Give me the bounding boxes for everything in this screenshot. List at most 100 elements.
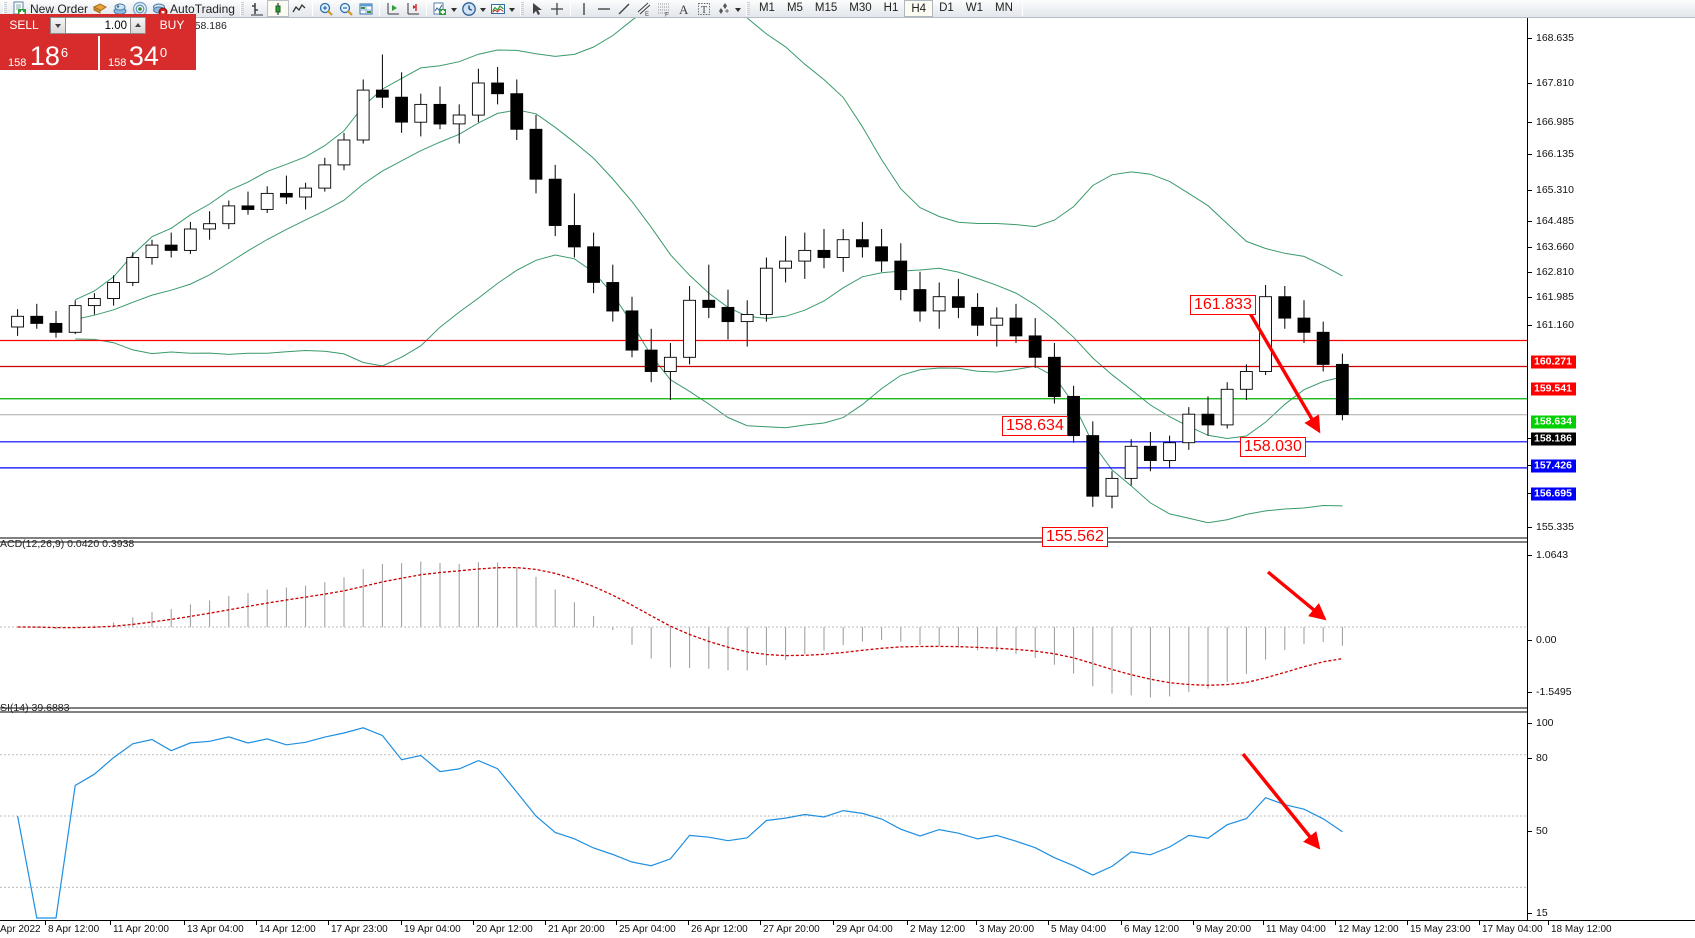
time-tick xyxy=(1048,921,1049,925)
price-tick-label: 162.810 xyxy=(1536,266,1574,278)
price-level-chip-157-426[interactable]: 157.426 xyxy=(1531,459,1576,473)
line-chart-button[interactable] xyxy=(289,0,309,17)
data-window-icon xyxy=(92,1,108,17)
buy-price-big: 34 xyxy=(128,41,159,71)
vertical-line-button[interactable] xyxy=(574,0,594,17)
label-155-562[interactable]: 155.562 xyxy=(1042,527,1108,547)
sell-price-display[interactable]: 158 18 6 xyxy=(0,36,98,70)
terminal-button[interactable] xyxy=(110,0,130,17)
indicators-button[interactable] xyxy=(430,0,450,17)
label-158-634[interactable]: 158.634 xyxy=(1002,416,1068,436)
svg-text:T: T xyxy=(701,5,707,16)
drawing-objects-dropdown-arrow[interactable] xyxy=(734,1,743,17)
trendline-button[interactable] xyxy=(614,0,634,17)
price-level-chip-158-186[interactable]: 158.186 xyxy=(1531,432,1576,446)
timeframe-m5[interactable]: M5 xyxy=(786,2,803,14)
zoom-in-button[interactable] xyxy=(316,0,336,17)
price-level-chip-160-271[interactable]: 160.271 xyxy=(1531,355,1576,369)
toolbar-grip-3[interactable] xyxy=(519,1,524,16)
text-label-button[interactable]: T xyxy=(694,0,714,17)
timeframe-h1[interactable]: H1 xyxy=(883,2,899,14)
timeframe-m30[interactable]: M30 xyxy=(849,2,872,14)
time-tick xyxy=(184,921,185,925)
price-tick-label: 166.135 xyxy=(1536,148,1574,160)
periods-icon xyxy=(461,1,477,17)
price-axis[interactable]: 168.635 167.810 166.985 166.135 165.310 164.4… xyxy=(1527,18,1695,920)
time-tick xyxy=(1548,921,1549,925)
bar-chart-button[interactable] xyxy=(247,0,267,17)
fibonacci-retracement-icon: F xyxy=(656,1,672,17)
timeframe-mn[interactable]: MN xyxy=(995,2,1013,14)
price-tick xyxy=(1528,465,1532,466)
templates-button[interactable] xyxy=(488,0,508,17)
text-button[interactable]: A xyxy=(674,0,694,17)
new-order-button[interactable]: New Order xyxy=(10,0,90,17)
zoom-in-icon xyxy=(318,1,334,17)
timeframe-m1[interactable]: M1 xyxy=(758,2,775,14)
time-tick xyxy=(110,921,111,925)
timeframe-m15[interactable]: M15 xyxy=(814,2,838,14)
time-tick xyxy=(45,921,46,925)
autotrading-button[interactable]: AutoTrading xyxy=(150,0,237,17)
one-click-trading-panel[interactable]: SELL 1.00 BUY 158 18 6 158 34 0 xyxy=(0,14,196,70)
crosshair-icon xyxy=(549,1,565,17)
chart-plot[interactable]: 161.833 158.634 158.030 155.562 xyxy=(0,18,1527,920)
price-level-chip-156-695[interactable]: 156.695 xyxy=(1531,487,1576,501)
label-161-833[interactable]: 161.833 xyxy=(1190,295,1256,315)
drawing-objects-button[interactable] xyxy=(714,0,734,17)
volume-decrease-button[interactable] xyxy=(50,16,66,34)
volume-input[interactable]: 1.00 xyxy=(66,16,130,34)
horizontal-line-button[interactable] xyxy=(594,0,614,17)
buy-button[interactable]: BUY xyxy=(148,14,196,36)
time-axis[interactable]: Apr 2022 8 Apr 12:00 11 Apr 20:00 13 Apr 04… xyxy=(0,920,1695,938)
timeframe-w1[interactable]: W1 xyxy=(965,2,984,14)
indicator-tick xyxy=(1528,692,1532,693)
grid-button[interactable] xyxy=(356,0,376,17)
sell-button[interactable]: SELL xyxy=(0,14,48,36)
equidistant-channel-button[interactable]: E xyxy=(634,0,654,17)
time-tick-label: 19 Apr 04:00 xyxy=(404,924,461,935)
time-tick-label: 6 May 12:00 xyxy=(1124,924,1180,935)
timeframe-group: M1 M5 M15 M30 H1 H4 D1 W1 MN xyxy=(753,0,1019,17)
price-tick-label: 155.335 xyxy=(1536,521,1574,533)
sell-price-fraction: 6 xyxy=(60,45,69,60)
price-tick-label: 164.485 xyxy=(1536,215,1574,227)
chart-shift-button[interactable] xyxy=(403,0,423,17)
data-window-button[interactable] xyxy=(90,0,110,17)
periods-dropdown-arrow[interactable] xyxy=(479,1,488,17)
time-tick xyxy=(760,921,761,925)
timeframe-h4[interactable]: H4 xyxy=(904,0,934,17)
buy-price-display[interactable]: 158 34 0 xyxy=(98,36,196,70)
toolbar-grip-2[interactable] xyxy=(239,1,244,16)
volume-increase-button[interactable] xyxy=(130,16,146,34)
candlestick-chart-button[interactable] xyxy=(266,0,289,17)
horizontal-line-icon xyxy=(596,1,612,17)
cursor-button[interactable] xyxy=(527,0,547,17)
time-tick xyxy=(976,921,977,925)
indicators-dropdown-arrow[interactable] xyxy=(450,1,459,17)
periods-button[interactable] xyxy=(459,0,479,17)
indicator-tick-label: 100 xyxy=(1536,717,1554,729)
macd-downtrend-arrow xyxy=(1266,570,1327,621)
time-tick xyxy=(1335,921,1336,925)
indicator-tick xyxy=(1528,913,1532,914)
toolbar-grip-4[interactable] xyxy=(745,1,750,16)
time-tick xyxy=(256,921,257,925)
sell-price-big: 18 xyxy=(29,41,60,71)
label-158-030[interactable]: 158.030 xyxy=(1240,437,1306,457)
templates-dropdown-arrow[interactable] xyxy=(508,1,517,17)
price-level-chip-159-541[interactable]: 159.541 xyxy=(1531,382,1576,396)
chart-area[interactable]: GBPJPY-,H4 158.252 158.322 158.050 158.1… xyxy=(0,18,1695,938)
new-order-label: New Order xyxy=(30,1,89,16)
svg-text:E: E xyxy=(645,12,649,17)
timeframe-d1[interactable]: D1 xyxy=(939,2,954,14)
price-tick xyxy=(1528,38,1532,39)
price-level-chip-158-634[interactable]: 158.634 xyxy=(1531,415,1576,429)
auto-scroll-button[interactable] xyxy=(383,0,403,17)
zoom-out-button[interactable] xyxy=(336,0,356,17)
volume-stepper[interactable]: 1.00 xyxy=(48,14,148,36)
fibonacci-retracement-button[interactable]: F xyxy=(654,0,674,17)
toolbar-separator-4 xyxy=(569,1,571,16)
toolbar-grip[interactable] xyxy=(3,1,7,16)
crosshair-button[interactable] xyxy=(547,0,567,17)
